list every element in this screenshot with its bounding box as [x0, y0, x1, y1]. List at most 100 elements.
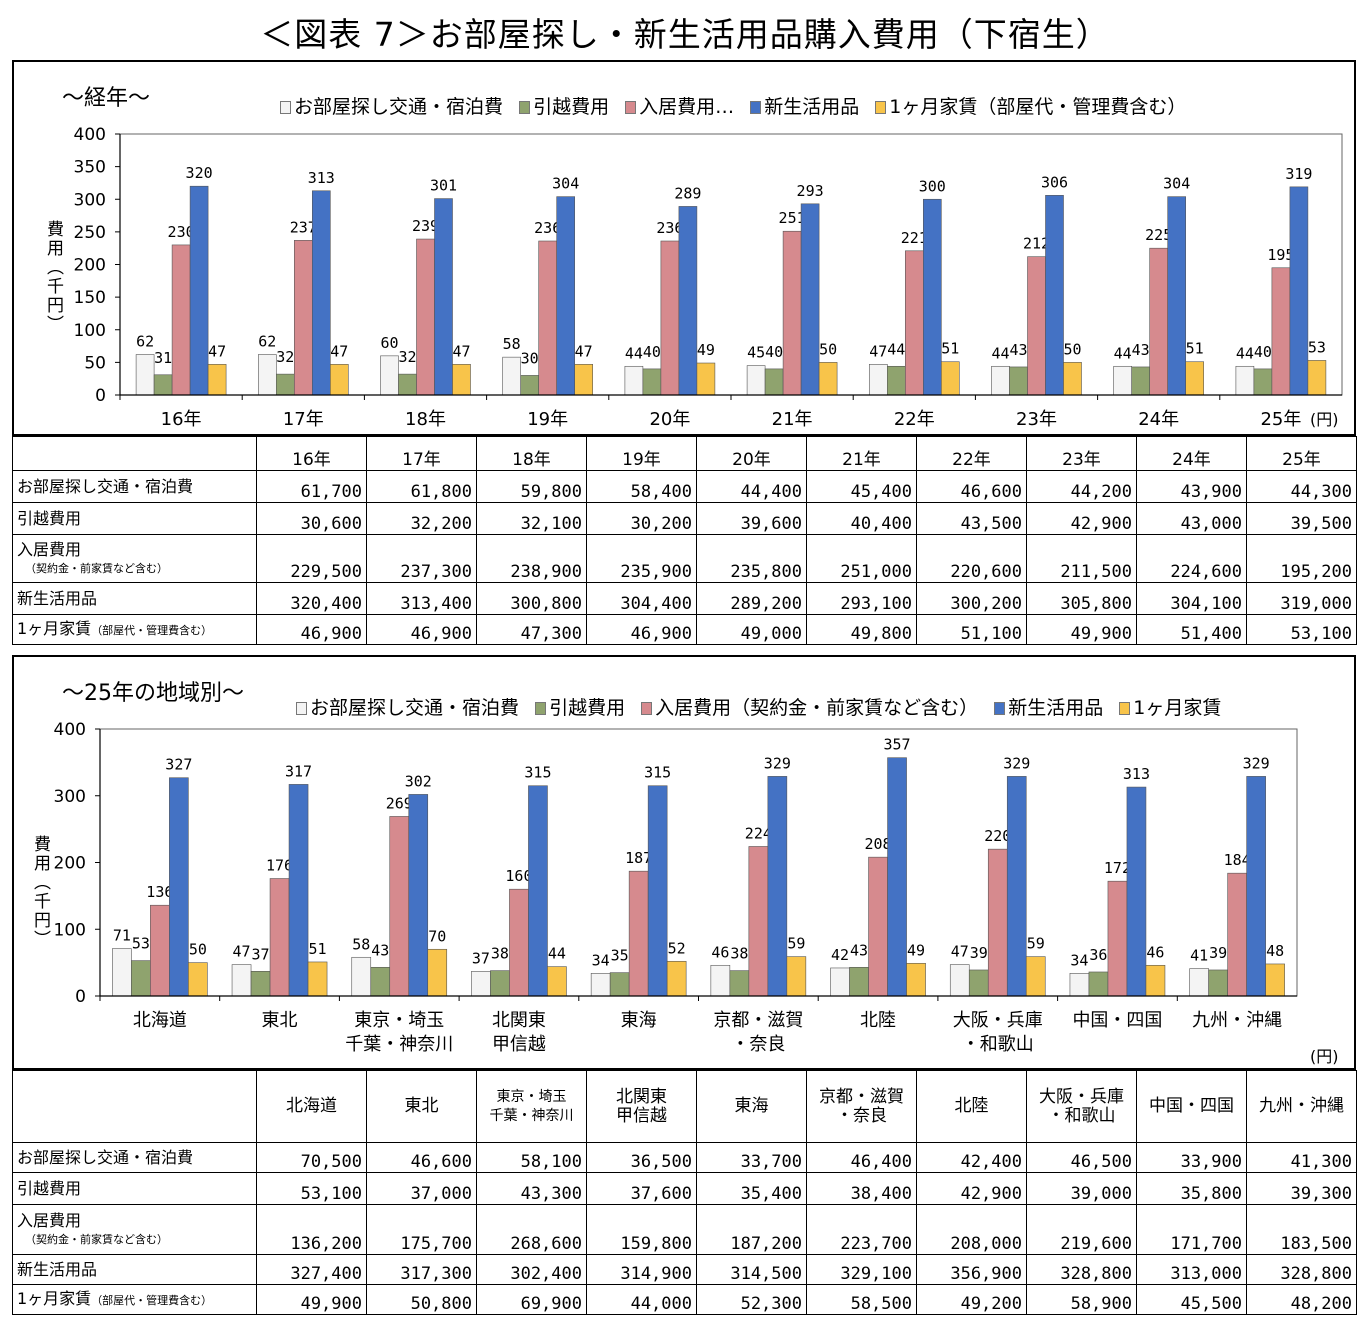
legend-item: 入居費用（契約金・前家賃など含む） — [641, 693, 978, 720]
table-cell: 187,200 — [696, 1204, 807, 1255]
y-tick-label: 0 — [95, 386, 106, 406]
table-cell: 58,500 — [806, 1284, 917, 1315]
table-cell: 35,800 — [1136, 1172, 1247, 1205]
legend-label: お部屋探し交通・宿泊費 — [294, 96, 504, 118]
data-label: 47 — [330, 342, 348, 360]
data-label: 60 — [380, 334, 398, 352]
data-label: 49 — [907, 941, 925, 959]
data-label: 136 — [146, 883, 173, 901]
data-label: 293 — [797, 182, 824, 200]
data-label: 38 — [730, 945, 748, 963]
x-category-label: 21年 — [772, 409, 813, 430]
bar — [609, 972, 630, 997]
y-tick-label: 100 — [54, 920, 86, 940]
data-label: 71 — [113, 927, 131, 945]
x-category-label: ・奈良 — [731, 1034, 785, 1055]
legend-label: お部屋探し交通・宿泊費 — [310, 697, 520, 719]
bar — [427, 948, 448, 997]
data-label: 251 — [779, 209, 806, 227]
data-label: 44 — [1236, 344, 1254, 362]
table-header-row: 16年 17年 18年 19年 20年 21年 22年 23年 24年 25年 — [12, 436, 1357, 471]
data-label: 224 — [745, 824, 772, 842]
table-cell: 211,500 — [1026, 534, 1137, 583]
data-table-regional: 北海道 東北 東京・埼玉 千葉・神奈川 北関東 甲信越 東海 京都・滋賀 ・奈良 北陸 大阪・兵庫・… — [12, 1070, 1357, 1315]
data-label: 47 — [208, 342, 226, 360]
table-cell: 329,100 — [806, 1254, 917, 1285]
bar — [1149, 247, 1168, 396]
legend-label: 1ヶ月家賃 — [1133, 697, 1222, 719]
table-column-header: 北陸 — [916, 1070, 1027, 1143]
table-row-sublabel: （契約金・前家賃など含む） — [25, 561, 168, 575]
bar — [666, 960, 687, 997]
table-cell: 37,600 — [586, 1172, 697, 1205]
bar — [868, 364, 888, 396]
legend-label: 新生活用品 — [1008, 697, 1104, 719]
data-label: 160 — [505, 867, 532, 885]
table-column-header: 東海 — [696, 1070, 807, 1143]
table-cell: 37,000 — [366, 1172, 477, 1205]
table-cell: 304,400 — [586, 582, 697, 615]
bar-chart-yearly: 05010015020025030035040062312303204716年6… — [74, 125, 1343, 430]
x-category-label: 北海道 — [133, 1010, 187, 1031]
bar — [380, 355, 399, 396]
table-cell: 40,400 — [806, 502, 917, 535]
data-label: 50 — [189, 941, 207, 959]
bar — [1088, 971, 1109, 997]
data-label: 44 — [887, 340, 905, 358]
table-row-sublabel: （契約金・前家賃など含む） — [25, 1232, 168, 1246]
data-label: 306 — [1041, 173, 1068, 191]
legend-label: 入居費用… — [639, 96, 735, 118]
table-row: 引越費用 30,600 32,200 32,100 30,200 39,600 40,400… — [12, 502, 1357, 535]
data-label: 236 — [534, 219, 561, 237]
bar — [207, 364, 227, 396]
table-cell: 305,800 — [1026, 582, 1137, 615]
table-cell: 61,700 — [256, 470, 367, 503]
bar — [398, 373, 417, 396]
x-category-label: 24年 — [1138, 409, 1179, 430]
table-corner-cell — [12, 1070, 257, 1143]
bar — [1185, 361, 1204, 396]
table-cell: 51,100 — [916, 614, 1027, 645]
bar — [556, 196, 576, 396]
legend-item: 入居費用… — [625, 92, 734, 119]
table-cell: 304,100 — [1136, 582, 1247, 615]
table-cell: 49,000 — [696, 614, 807, 645]
bar — [1208, 969, 1228, 997]
data-label: 329 — [1003, 754, 1030, 772]
bar — [288, 784, 309, 997]
table-cell: 59,800 — [476, 470, 587, 503]
x-category-label: 16年 — [161, 409, 202, 430]
table-cell: 219,600 — [1026, 1204, 1137, 1255]
data-label: 70 — [428, 927, 446, 945]
bar — [906, 962, 926, 997]
bar — [1063, 362, 1082, 396]
table-row-label: 引越費用 — [12, 502, 257, 535]
bar — [1271, 267, 1291, 396]
data-label: 47 — [869, 342, 887, 360]
table-cell: 39,500 — [1246, 502, 1357, 535]
data-label: 49 — [697, 341, 715, 359]
data-label: 320 — [186, 164, 213, 182]
table-column-header: 22年 — [916, 436, 1027, 471]
bar — [922, 198, 942, 396]
bar — [509, 888, 529, 997]
data-label: 313 — [308, 169, 335, 187]
table-cell: 46,900 — [586, 614, 697, 645]
x-category-label: 19年 — [527, 409, 568, 430]
data-label: 315 — [644, 764, 671, 782]
bar — [868, 856, 888, 997]
bar — [250, 971, 271, 997]
data-label: 36 — [1089, 946, 1107, 964]
data-label: 34 — [1070, 951, 1088, 969]
data-label: 357 — [884, 736, 911, 754]
data-label: 59 — [787, 935, 805, 953]
data-label: 43 — [371, 941, 389, 959]
bar — [135, 354, 155, 396]
page-title: ＜図表 7＞お部屋探し・新生活用品購入費用（下宿生） — [260, 15, 1110, 54]
bar — [188, 962, 208, 997]
table-cell: 46,400 — [806, 1142, 917, 1173]
data-label: 43 — [1132, 341, 1150, 359]
y-tick-label: 250 — [74, 223, 106, 243]
bar — [764, 368, 784, 396]
data-label: 300 — [919, 177, 946, 195]
